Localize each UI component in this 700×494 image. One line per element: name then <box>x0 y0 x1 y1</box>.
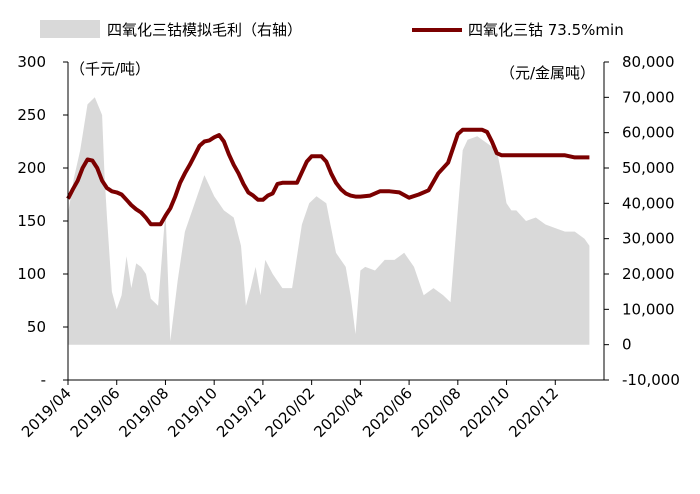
line-series-co3o4-price <box>66 127 590 227</box>
x-tick-label: 2019/08 <box>115 384 172 441</box>
plot-area <box>66 97 590 345</box>
left-tick-label: - <box>41 371 46 389</box>
right-tick-label: 80,000 <box>622 53 675 71</box>
x-tick-label: 2020/12 <box>505 384 562 441</box>
area-series-gross-margin <box>68 97 590 345</box>
x-tick-label: 2020/04 <box>310 384 367 441</box>
x-tick-label: 2020/06 <box>359 384 416 441</box>
legend-line-label: 四氧化三钴 73.5%min <box>468 21 624 39</box>
right-tick-label: 10,000 <box>622 300 675 318</box>
right-tick-label: 40,000 <box>622 194 675 212</box>
x-tick-label: 2020/08 <box>408 384 465 441</box>
right-tick-label: 20,000 <box>622 265 675 283</box>
x-tick-label: 2020/02 <box>262 384 319 441</box>
x-tick-label: 2019/06 <box>67 384 124 441</box>
right-tick-label: 60,000 <box>622 124 675 142</box>
left-tick-label: 150 <box>17 212 46 230</box>
left-tick-label: 200 <box>17 159 46 177</box>
x-tick-label: 2020/10 <box>457 384 514 441</box>
x-tick-label: 2019/12 <box>213 384 270 441</box>
left-tick-label: 300 <box>17 53 46 71</box>
right-tick-label: -10,000 <box>622 371 680 389</box>
legend-area-swatch <box>40 20 100 38</box>
right-axis-unit: （元/金属吨） <box>500 64 595 82</box>
right-tick-label: 0 <box>622 336 632 354</box>
right-tick-label: 30,000 <box>622 230 675 248</box>
legend-area-label: 四氧化三钴模拟毛利（右轴） <box>107 21 302 39</box>
x-tick-label: 2019/10 <box>164 384 221 441</box>
right-tick-label: 70,000 <box>622 88 675 106</box>
left-tick-label: 50 <box>27 318 46 336</box>
x-tick-label: 2019/04 <box>18 384 75 441</box>
left-tick-label: 100 <box>17 265 46 283</box>
legend: 四氧化三钴模拟毛利（右轴） 四氧化三钴 73.5%min <box>40 20 624 39</box>
left-tick-label: 250 <box>17 106 46 124</box>
left-axis-unit: （千元/吨） <box>70 60 150 78</box>
right-tick-label: 50,000 <box>622 159 675 177</box>
